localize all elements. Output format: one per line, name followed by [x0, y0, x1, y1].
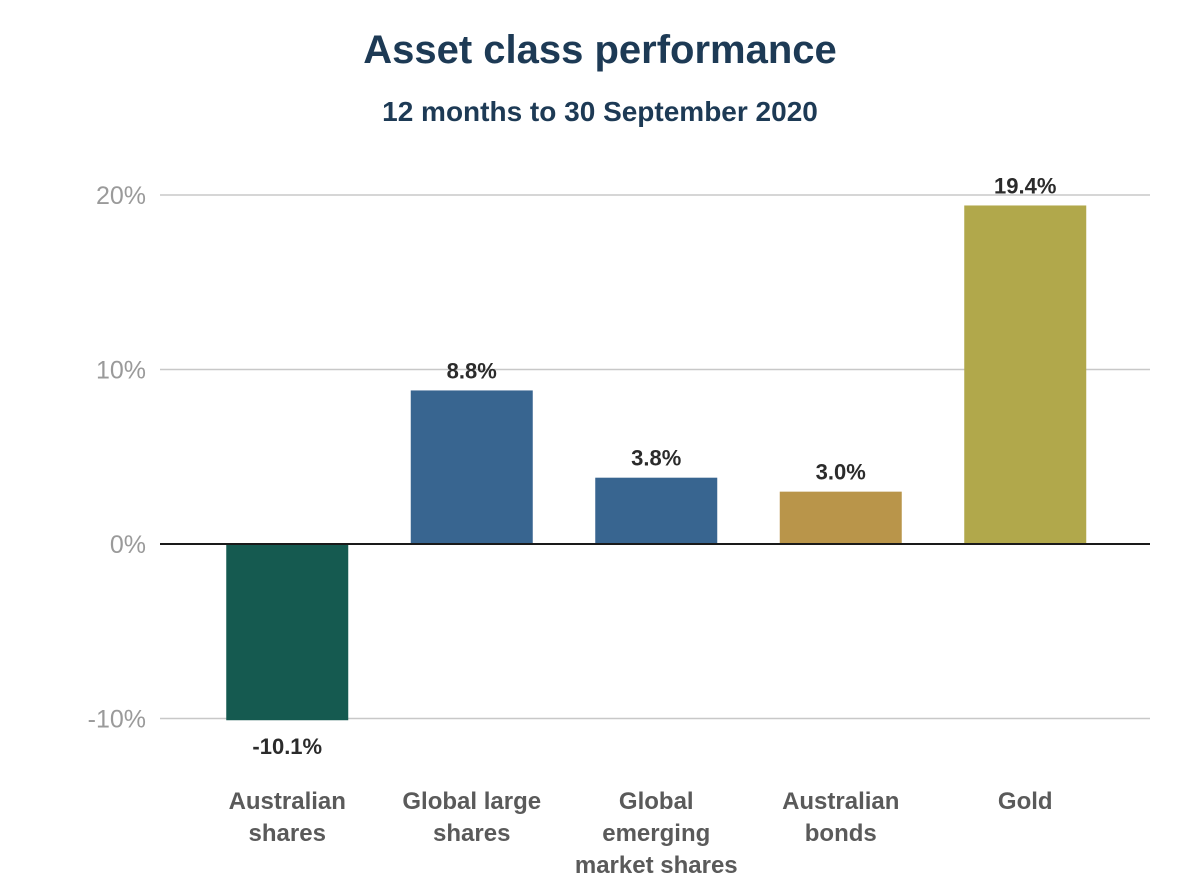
bar	[226, 544, 349, 721]
x-tick-label: shares	[249, 820, 326, 847]
x-tick-label: emerging	[602, 820, 710, 847]
chart-subtitle: 12 months to 30 September 2020	[382, 96, 818, 127]
x-tick-label: bonds	[805, 820, 877, 847]
x-tick-label: Australian	[229, 788, 346, 815]
bar	[964, 205, 1087, 544]
y-tick-label: 20%	[96, 182, 146, 210]
data-label: 3.8%	[631, 446, 681, 471]
x-tick-label: market shares	[575, 852, 738, 879]
bar	[595, 477, 718, 544]
data-label: -10.1%	[252, 734, 322, 759]
data-label: 8.8%	[447, 358, 497, 383]
y-tick-label: -10%	[88, 706, 146, 734]
data-label: 3.0%	[816, 460, 866, 485]
x-tick-label: Australian	[782, 788, 899, 815]
bar	[410, 390, 533, 544]
x-tick-label: Gold	[998, 788, 1053, 815]
bar	[779, 491, 902, 544]
x-tick-label: Global large	[402, 788, 541, 815]
x-tick-label: Global	[619, 788, 694, 815]
data-label: 19.4%	[994, 173, 1056, 198]
y-tick-label: 0%	[110, 531, 146, 559]
x-tick-label: shares	[433, 820, 510, 847]
y-tick-label: 10%	[96, 357, 146, 385]
chart-title: Asset class performance	[363, 28, 837, 72]
